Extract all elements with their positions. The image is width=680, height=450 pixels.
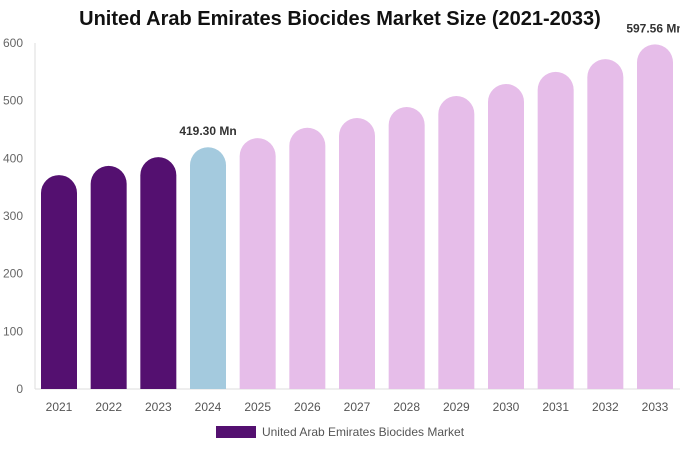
y-tick-label: 300 — [3, 209, 23, 223]
bar-2032 — [587, 59, 624, 389]
bar-2026 — [289, 127, 326, 389]
bar-2024 — [190, 147, 226, 389]
bar-2033 — [637, 44, 673, 389]
bar-2028 — [388, 107, 425, 389]
y-tick-label: 500 — [3, 94, 23, 108]
x-tick-label: 2031 — [542, 400, 569, 414]
bar-2027 — [339, 117, 375, 389]
data-label-2033: 597.56 Mn — [626, 21, 680, 35]
x-tick-label: 2024 — [195, 400, 222, 414]
x-tick-label: 2026 — [294, 400, 321, 414]
y-tick-label: 400 — [3, 151, 23, 165]
data-label-2024: 419.30 Mn — [179, 124, 236, 138]
y-tick-label: 100 — [3, 324, 23, 338]
x-tick-label: 2021 — [46, 400, 73, 414]
x-tick-label: 2027 — [344, 400, 371, 414]
bar-2022 — [90, 165, 127, 389]
legend: United Arab Emirates Biocides Market — [0, 425, 680, 439]
x-tick-label: 2023 — [145, 400, 172, 414]
x-tick-label: 2030 — [493, 400, 520, 414]
legend-label: United Arab Emirates Biocides Market — [261, 425, 465, 439]
bar-2023 — [140, 157, 177, 389]
y-tick-label: 600 — [3, 36, 23, 50]
x-tick-label: 2022 — [95, 400, 122, 414]
x-tick-label: 2028 — [393, 400, 420, 414]
bar-2025 — [239, 138, 276, 389]
x-tick-label: 2032 — [592, 400, 619, 414]
bar-2029 — [438, 96, 475, 389]
legend-swatch — [215, 426, 256, 438]
x-tick-label: 2025 — [244, 400, 271, 414]
bar-2021 — [41, 175, 77, 389]
y-tick-label: 200 — [3, 267, 23, 281]
bar-2030 — [488, 83, 524, 389]
x-tick-label: 2029 — [443, 400, 470, 414]
x-tick-label: 2033 — [642, 400, 669, 414]
bar-2031 — [537, 71, 574, 389]
chart-title: United Arab Emirates Biocides Market Siz… — [79, 8, 601, 30]
y-tick-label: 0 — [16, 382, 23, 396]
